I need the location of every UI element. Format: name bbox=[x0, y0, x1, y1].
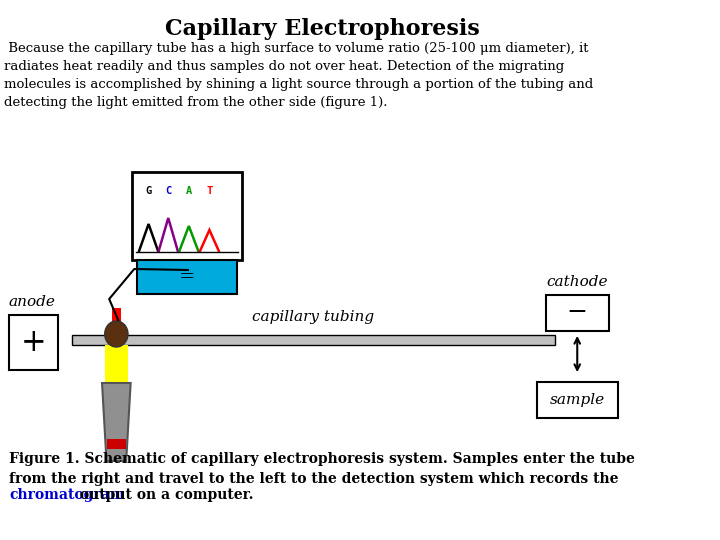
Text: Figure 1. Schematic of capillary electrophoresis system. Samples enter the tube
: Figure 1. Schematic of capillary electro… bbox=[9, 452, 635, 485]
Text: chromatogram: chromatogram bbox=[9, 488, 125, 502]
Text: +: + bbox=[21, 327, 46, 358]
FancyBboxPatch shape bbox=[537, 382, 618, 418]
Text: T: T bbox=[207, 186, 212, 196]
Text: Capillary Electrophoresis: Capillary Electrophoresis bbox=[165, 18, 480, 40]
FancyBboxPatch shape bbox=[71, 335, 555, 345]
Polygon shape bbox=[102, 383, 130, 461]
FancyBboxPatch shape bbox=[132, 172, 242, 260]
FancyBboxPatch shape bbox=[104, 345, 128, 383]
FancyBboxPatch shape bbox=[9, 315, 58, 370]
Text: −: − bbox=[567, 301, 588, 325]
Circle shape bbox=[104, 321, 128, 347]
Text: A: A bbox=[186, 186, 192, 196]
Text: capillary tubing: capillary tubing bbox=[252, 310, 374, 324]
Text: cathode: cathode bbox=[546, 275, 608, 289]
FancyBboxPatch shape bbox=[107, 439, 126, 449]
Text: anode: anode bbox=[9, 295, 56, 309]
FancyBboxPatch shape bbox=[137, 260, 237, 294]
Text: =: = bbox=[179, 268, 195, 286]
Text: G: G bbox=[145, 186, 152, 196]
FancyBboxPatch shape bbox=[546, 295, 608, 331]
Text: sample: sample bbox=[549, 393, 605, 407]
Text: C: C bbox=[165, 186, 171, 196]
FancyBboxPatch shape bbox=[112, 308, 121, 336]
Text: Because the capillary tube has a high surface to volume ratio (25-100 μm diamete: Because the capillary tube has a high su… bbox=[4, 42, 593, 109]
Text: output on a computer.: output on a computer. bbox=[75, 488, 253, 502]
